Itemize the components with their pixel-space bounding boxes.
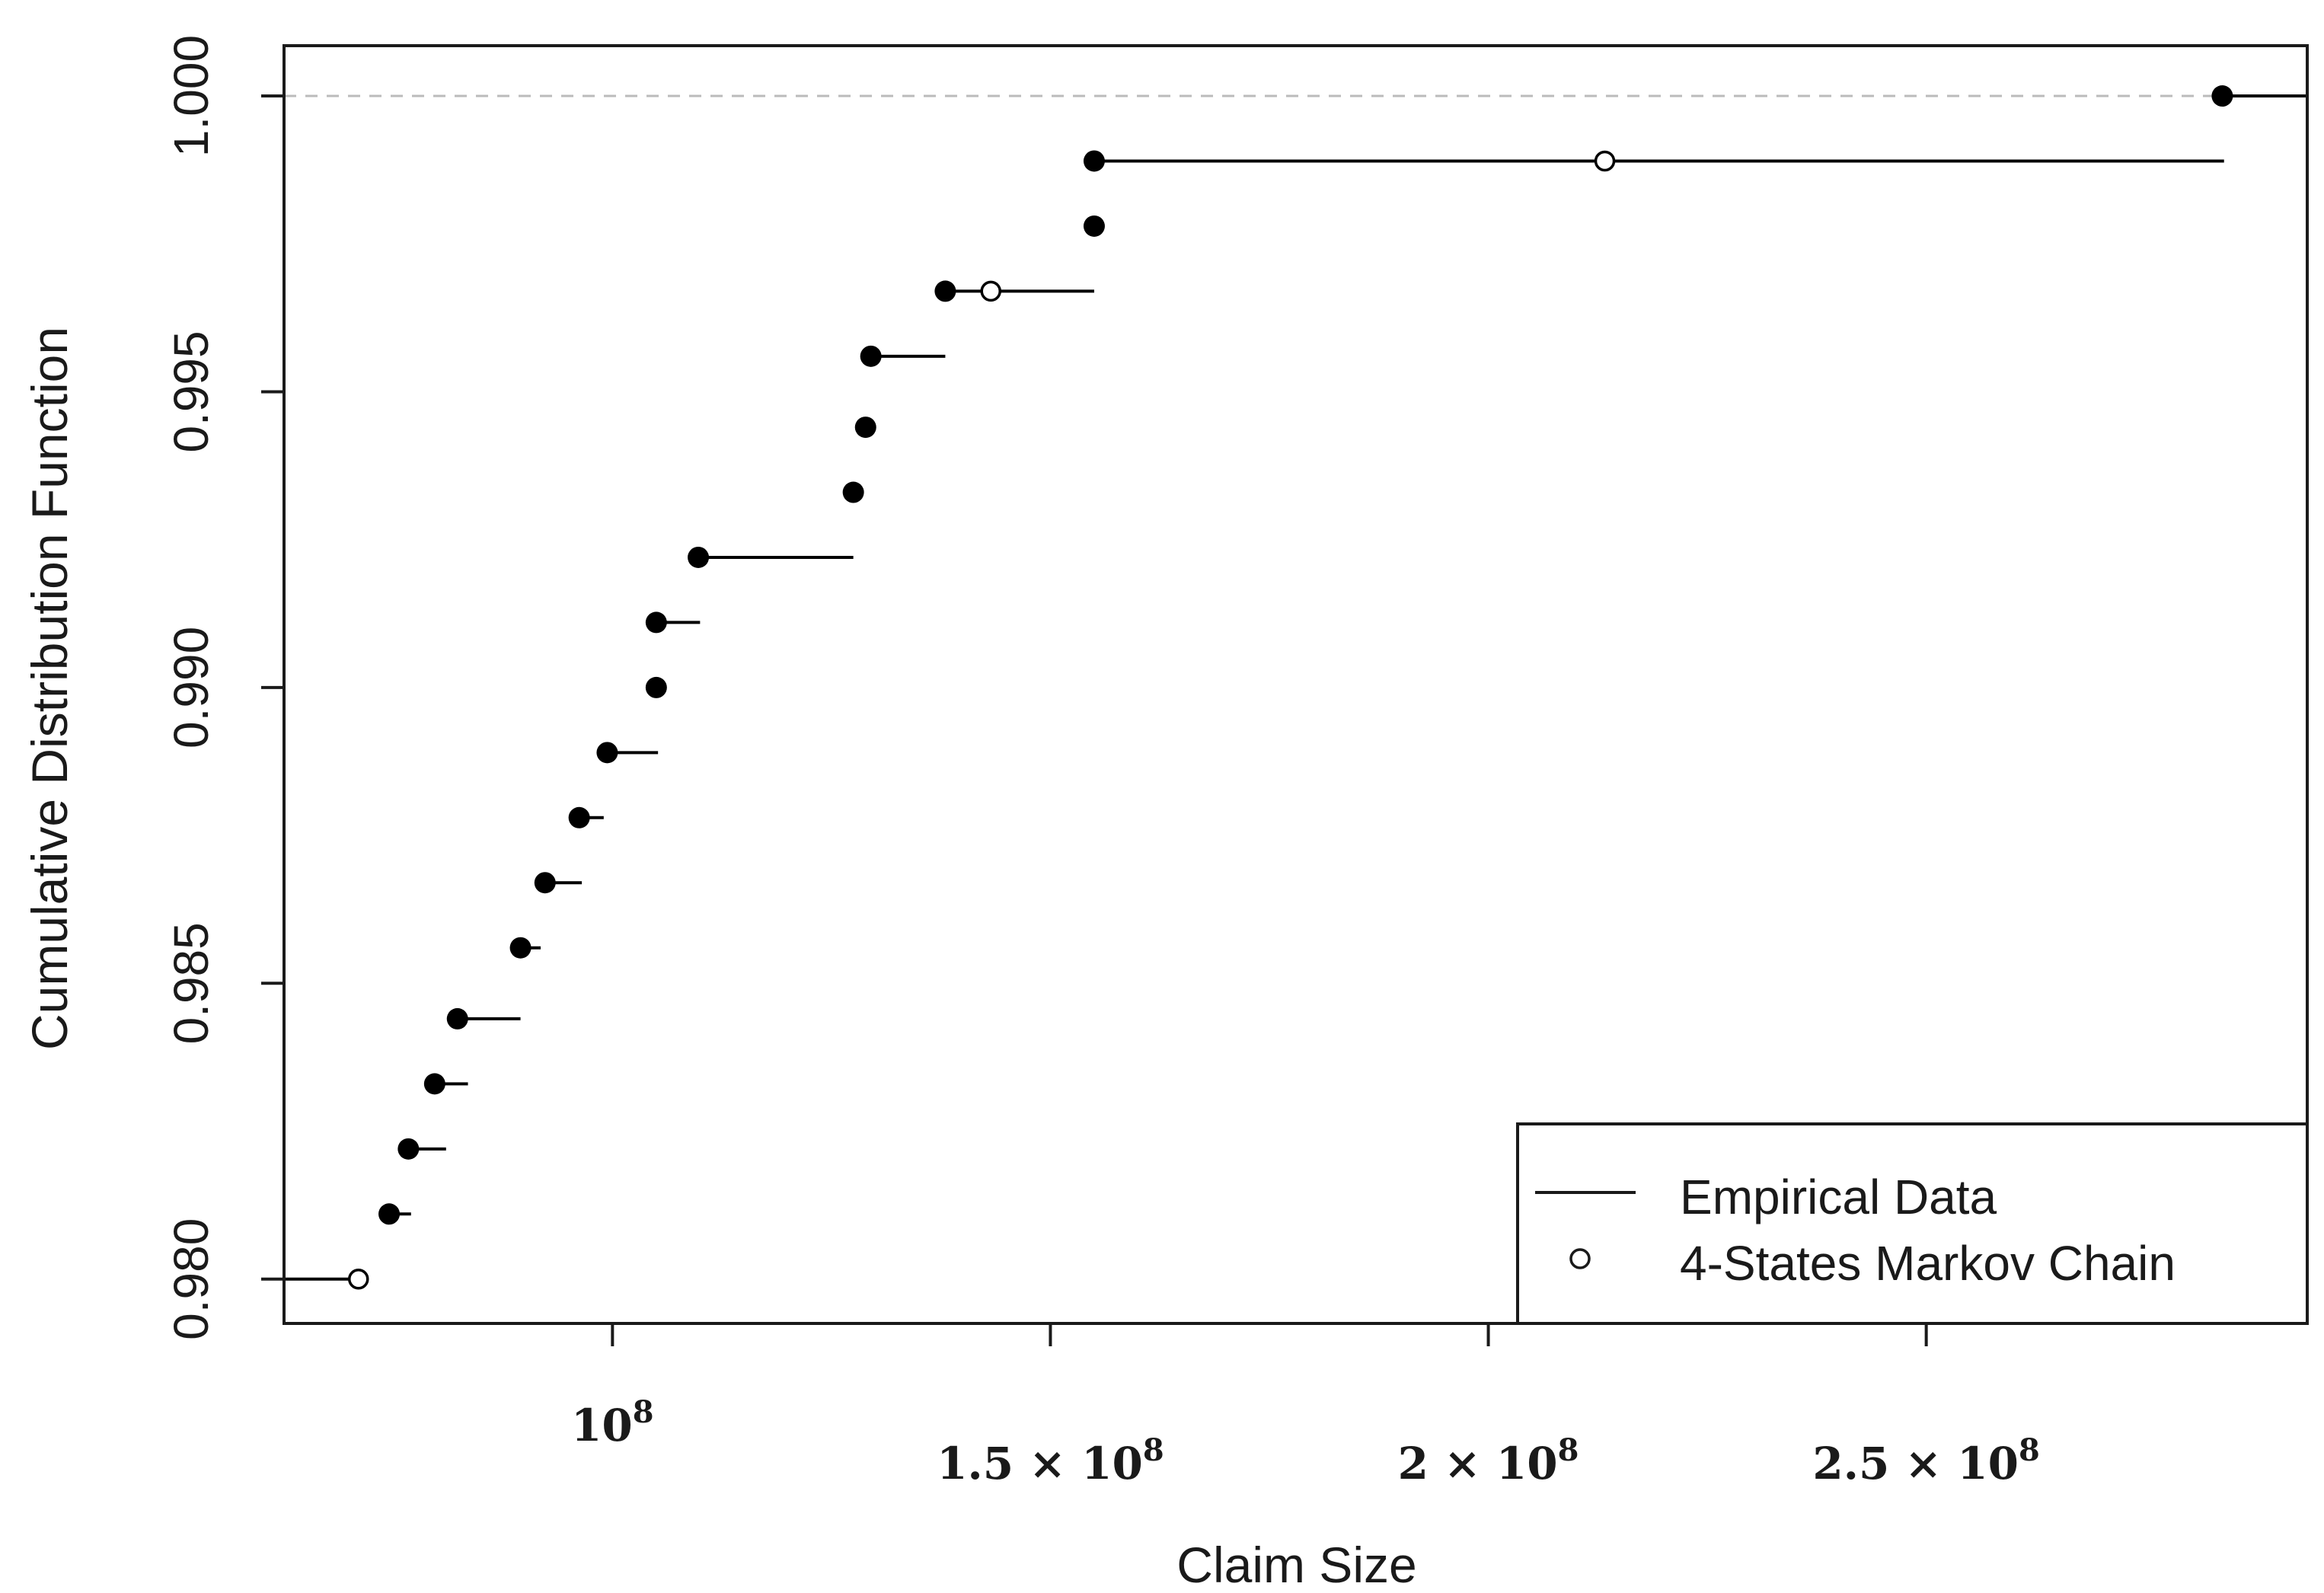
empirical-point [2211,85,2233,107]
x-axis-ticks: 108 1.5 × 108 2 × 108 2.5 × 108 [571,1323,2040,1489]
y-tick-label: 1.000 [164,35,219,157]
legend-box [1516,1122,2309,1325]
empirical-point [509,937,532,959]
empirical-point [1083,150,1105,172]
empirical-point [596,742,618,764]
y-axis-ticks: 0.980 0.985 0.990 0.995 1.000 [164,35,284,1340]
plot-frame [283,44,2309,1325]
markov-point [1594,150,1616,172]
empirical-point [568,806,590,828]
empirical-point [854,417,876,439]
empirical-point [378,1203,401,1225]
markov-chain-points [348,150,1616,1290]
empirical-point [446,1007,468,1030]
x-tick-label: 108 [571,1394,654,1451]
legend-label-empirical: Empirical Data [1680,1170,1997,1224]
empirical-point [860,345,882,367]
markov-point [348,1268,369,1290]
markov-point [980,280,1001,302]
empirical-point [1083,215,1105,237]
empirical-point [842,481,864,503]
empirical-step-lines [284,94,2307,1281]
legend-circle-symbol [1569,1248,1591,1269]
x-tick-label: 1.5 × 108 [937,1432,1164,1489]
y-axis-label: Cumulative Distribution Function [21,327,78,1050]
legend: Empirical Data 4-States Markov Chain [1516,1122,2309,1325]
y-tick-label: 0.990 [164,627,219,749]
x-tick-label: 2 × 108 [1398,1432,1579,1489]
empirical-point [534,872,556,894]
y-tick-label: 0.995 [164,330,219,452]
empirical-point [645,611,667,634]
empirical-points [378,85,2233,1225]
x-tick-label: 2.5 × 108 [1812,1432,2039,1489]
x-axis-label: Claim Size [1176,1537,1416,1593]
empirical-point [423,1073,445,1095]
legend-label-markov: 4-States Markov Chain [1680,1236,2176,1291]
empirical-point [934,280,956,302]
y-tick-label: 0.980 [164,1218,219,1340]
empirical-point [397,1138,420,1160]
empirical-point [688,546,710,568]
y-tick-label: 0.985 [164,922,219,1044]
empirical-point [645,676,667,698]
